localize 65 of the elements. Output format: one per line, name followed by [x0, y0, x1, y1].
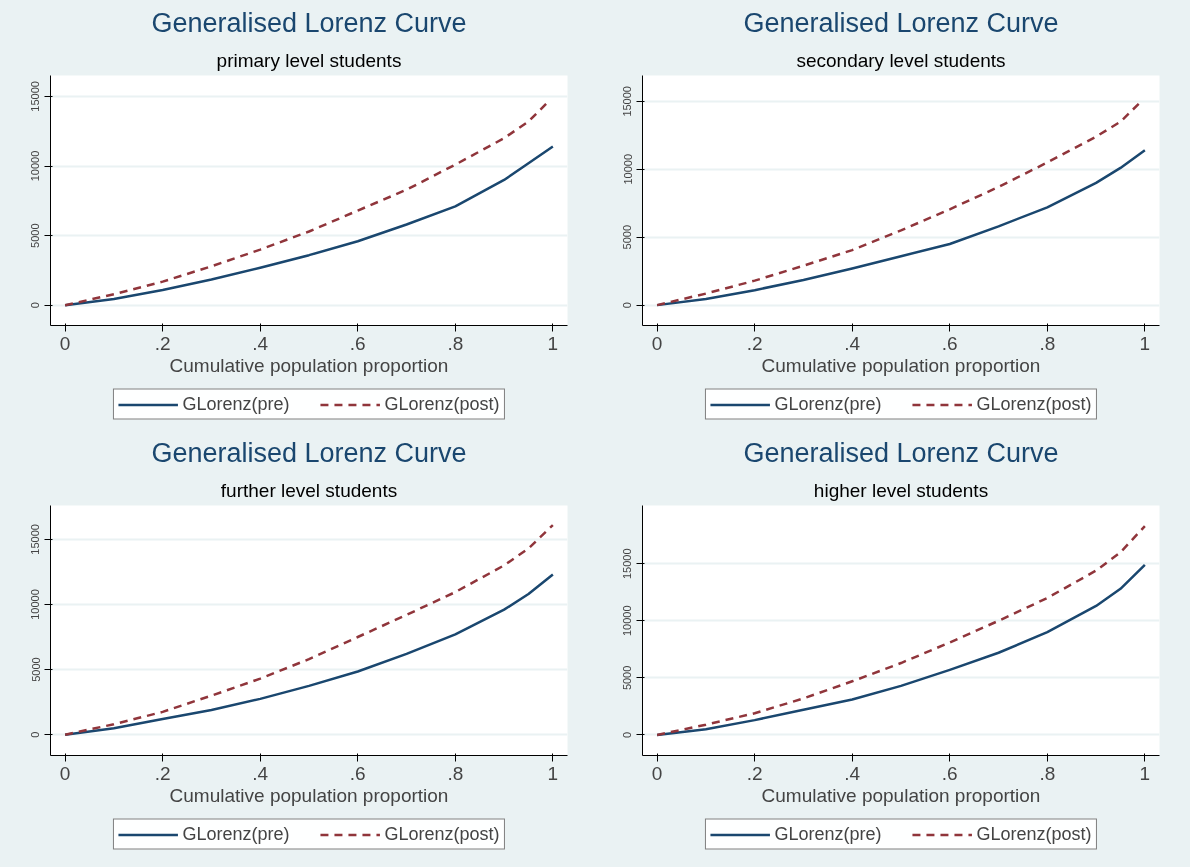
y-tick-label: 15000: [621, 548, 634, 580]
x-tick-label: .2: [154, 762, 171, 784]
line-series: [655, 524, 1147, 737]
chart-subtitle: higher level students: [813, 479, 989, 501]
x-axis-title: Cumulative population proportion: [169, 354, 449, 376]
y-tick-label: 10000: [621, 605, 634, 637]
line-series: [655, 101, 1142, 307]
line-series: [63, 145, 555, 307]
x-tick-label: 1: [1139, 762, 1151, 784]
y-tick-label: 0: [621, 731, 634, 739]
x-tick-label: .8: [447, 762, 464, 784]
y-tick-label: 15000: [29, 81, 42, 112]
y-tick-label: 10000: [29, 150, 42, 182]
y-tick-label: 5000: [621, 665, 634, 691]
x-tick-label: .4: [252, 762, 269, 784]
legend-label: GLorenz(pre): [182, 823, 290, 845]
chart-title: Generalised Lorenz Curve: [743, 7, 1059, 38]
x-tick-label: .8: [1039, 762, 1056, 784]
x-tick-label: .8: [447, 332, 464, 354]
chart-subtitle: secondary level students: [796, 49, 1006, 71]
chart-subtitle: further level students: [220, 479, 398, 501]
legend-label: GLorenz(post): [976, 823, 1092, 845]
y-tick-label: 5000: [29, 223, 42, 248]
x-tick-label: 0: [651, 332, 663, 354]
x-axis-title: Cumulative population proportion: [761, 354, 1041, 376]
y-tick-label: 15000: [29, 524, 42, 555]
legend-label: GLorenz(post): [384, 393, 500, 415]
y-tick-label: 15000: [621, 86, 634, 117]
x-tick-label: 1: [1139, 332, 1151, 354]
x-tick-label: .2: [746, 332, 763, 354]
x-tick-label: 1: [547, 332, 559, 354]
x-tick-label: .4: [252, 332, 269, 354]
chart-title: Generalised Lorenz Curve: [743, 437, 1059, 468]
x-tick-label: .8: [1039, 332, 1056, 354]
x-tick-label: .6: [941, 762, 958, 784]
x-tick-label: .4: [844, 332, 861, 354]
x-tick-label: 0: [651, 762, 663, 784]
y-tick-label: 0: [29, 731, 42, 738]
legend-label: GLorenz(post): [976, 393, 1092, 415]
x-tick-label: .2: [154, 332, 171, 354]
x-tick-label: 1: [547, 762, 559, 784]
legend-label: GLorenz(post): [384, 823, 500, 845]
legend-label: GLorenz(pre): [182, 393, 290, 415]
legend-label: GLorenz(pre): [774, 393, 882, 415]
chart-title: Generalised Lorenz Curve: [151, 7, 467, 38]
y-tick-label: 5000: [29, 657, 42, 682]
y-tick-label: 10000: [621, 153, 634, 185]
line-series: [63, 100, 550, 307]
x-axis-title: Cumulative population proportion: [169, 784, 449, 806]
x-tick-label: .4: [844, 762, 861, 784]
x-tick-label: .6: [349, 332, 366, 354]
x-tick-label: .2: [746, 762, 763, 784]
x-tick-label: 0: [59, 762, 71, 784]
x-tick-label: .6: [349, 762, 366, 784]
y-tick-label: 0: [29, 302, 42, 309]
legend-label: GLorenz(pre): [774, 823, 882, 845]
line-series: [63, 523, 555, 736]
chart-subtitle: primary level students: [216, 49, 402, 71]
y-tick-label: 0: [621, 302, 634, 309]
x-axis-title: Cumulative population proportion: [761, 784, 1041, 806]
y-tick-label: 10000: [29, 589, 42, 620]
chart-title: Generalised Lorenz Curve: [151, 437, 467, 468]
x-tick-label: .6: [941, 332, 958, 354]
x-tick-label: 0: [59, 332, 71, 354]
y-tick-label: 5000: [621, 224, 634, 250]
